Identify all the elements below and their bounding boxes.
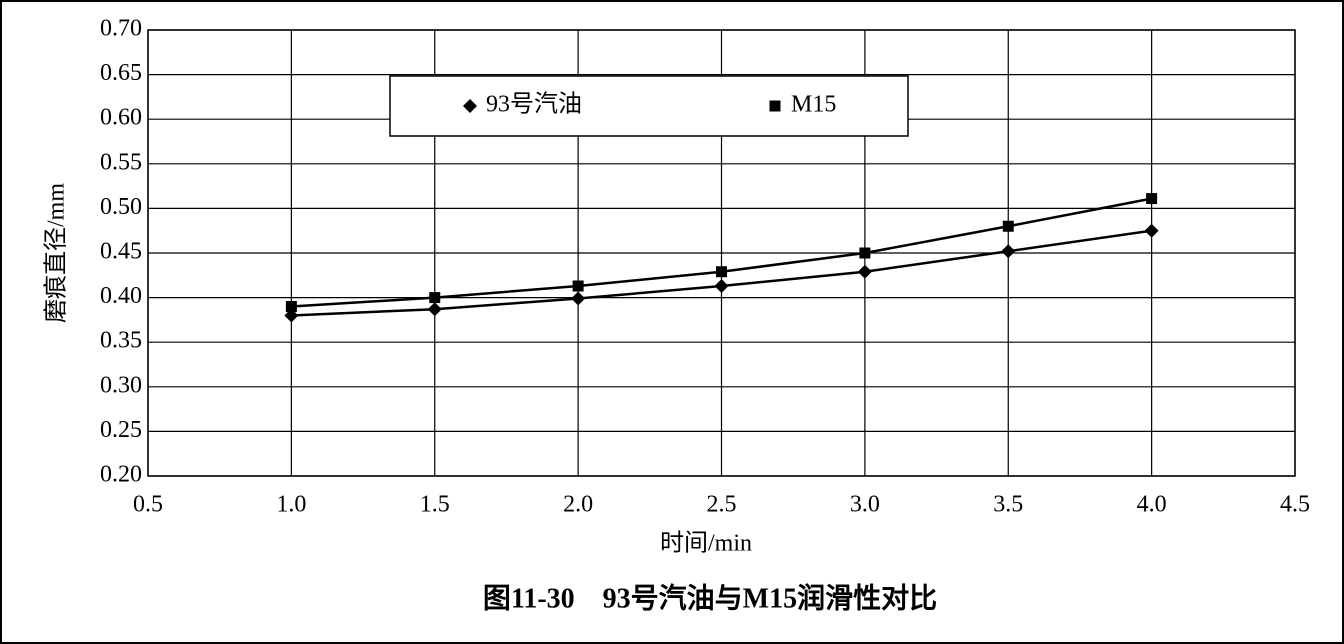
data-point <box>714 279 729 294</box>
x-axis-label: 时间/min <box>660 530 752 557</box>
y-tick-label: 0.60 <box>100 105 142 131</box>
y-tick-label: 0.45 <box>100 239 142 265</box>
y-tick-label: 0.30 <box>100 372 142 398</box>
data-point <box>285 301 297 313</box>
x-tick-label: 3.0 <box>850 492 880 518</box>
legend-marker <box>769 100 781 112</box>
data-point <box>859 247 871 259</box>
x-tick-label: 2.5 <box>707 492 737 518</box>
y-tick-label: 0.55 <box>100 149 142 175</box>
x-tick-label: 3.5 <box>993 492 1023 518</box>
data-point <box>716 266 727 278</box>
x-tick-label: 4.5 <box>1280 492 1310 518</box>
y-tick-label: 0.35 <box>100 328 142 354</box>
data-point <box>1144 223 1159 238</box>
y-tick-label: 0.50 <box>100 194 142 220</box>
y-tick-label: 0.25 <box>100 417 142 443</box>
data-point <box>1001 244 1016 259</box>
legend-marker <box>463 99 477 113</box>
x-tick-label: 0.5 <box>133 492 163 518</box>
y-axis-label: 磨痕直径/mm <box>43 183 70 323</box>
x-tick-label: 1.5 <box>420 492 450 518</box>
data-point <box>427 302 442 317</box>
data-point <box>857 264 872 279</box>
data-point <box>1146 193 1158 205</box>
y-tick-label: 0.40 <box>100 283 142 309</box>
x-tick-label: 2.0 <box>563 492 593 518</box>
y-tick-label: 0.20 <box>100 462 142 488</box>
x-tick-label: 1.0 <box>276 492 306 518</box>
data-point <box>1002 220 1014 232</box>
legend-label: M15 <box>791 92 836 118</box>
data-point <box>571 291 586 306</box>
y-tick-label: 0.70 <box>100 16 142 42</box>
y-tick-label: 0.65 <box>100 60 142 86</box>
data-point <box>572 280 584 292</box>
x-tick-label: 4.0 <box>1137 492 1167 518</box>
legend-label: 93号汽油 <box>486 91 582 118</box>
data-point <box>429 292 441 304</box>
chart-title: 图11-30 93号汽油与M15润滑性对比 <box>483 581 937 614</box>
